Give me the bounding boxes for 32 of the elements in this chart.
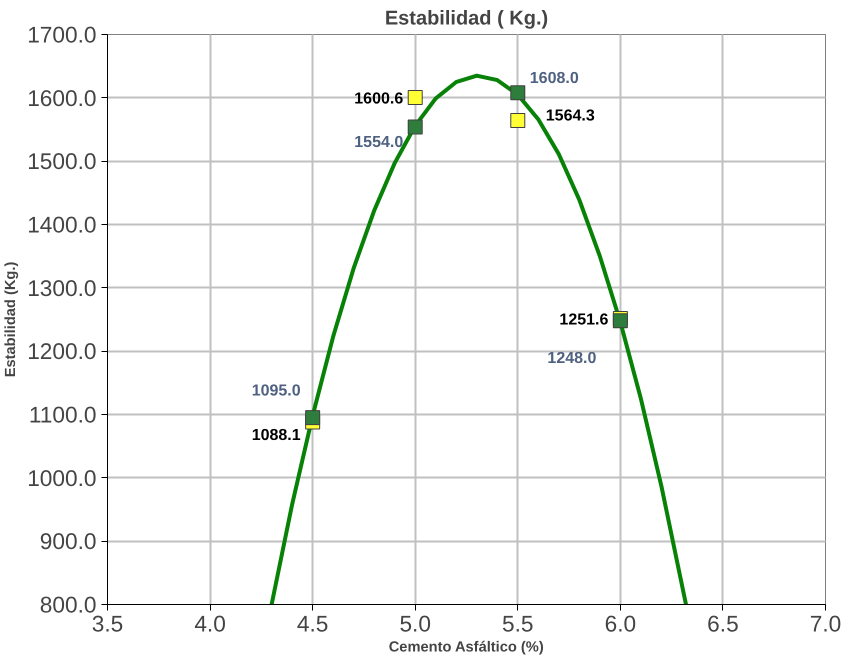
chart-title: Estabilidad ( Kg.)	[384, 8, 548, 30]
x-tick-label: 4.5	[296, 610, 328, 636]
y-axis-title: Estabilidad (Kg.)	[3, 262, 20, 378]
x-tick-label: 6.0	[604, 610, 636, 636]
point	[408, 119, 423, 134]
y-tick-label: 900.0	[40, 528, 97, 554]
y-tick-label: 1200.0	[27, 338, 96, 364]
data-label: 1564.3	[546, 107, 595, 124]
y-tick-label: 1300.0	[27, 274, 96, 301]
point	[510, 85, 526, 100]
data-label: 1608.0	[530, 70, 579, 87]
y-tick-label: 1100.0	[28, 402, 97, 428]
y-tick-label: 1500.0	[27, 148, 96, 174]
data-label: 1554.0	[354, 134, 404, 151]
point	[510, 112, 526, 128]
point	[305, 410, 320, 426]
y-tick-label: 1700.0	[27, 22, 96, 48]
x-tick-label: 4.0	[194, 610, 226, 636]
x-tick-label: 5.5	[502, 610, 534, 636]
x-tick-label: 5.0	[399, 610, 431, 636]
data-label: 1600.6	[354, 90, 404, 108]
x-tick-label: 7.0	[810, 610, 842, 636]
x-axis-title: Cemento Asfáltico (%)	[388, 640, 544, 656]
y-tick-label: 1400.0	[27, 212, 96, 238]
y-tick-label: 1600.0	[27, 84, 96, 111]
data-label: 1251.6	[559, 311, 608, 328]
point	[408, 90, 423, 105]
y-tick-label: 1000.0	[27, 464, 96, 491]
data-label: 1248.0	[547, 350, 596, 367]
data-label: 1095.0	[252, 382, 301, 400]
data-label: 1088.1	[252, 427, 301, 444]
x-tick-label: 6.5	[707, 610, 739, 636]
